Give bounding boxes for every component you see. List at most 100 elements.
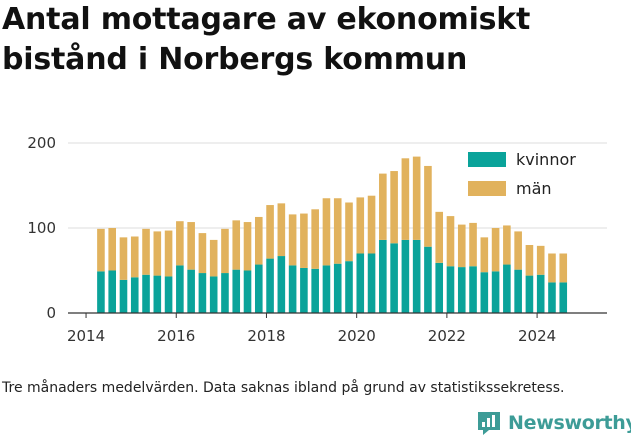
bar-man xyxy=(424,165,432,247)
bar-man xyxy=(187,222,195,270)
legend-label-man: män xyxy=(516,179,552,198)
bar-kvinnor xyxy=(559,282,568,313)
bar-kvinnor xyxy=(254,264,263,313)
x-tick-label: 2016 xyxy=(157,327,195,345)
bar-man xyxy=(221,228,229,274)
bar-kvinnor xyxy=(176,265,184,313)
axes: 0 100 200 2014 2016 2018 2020 2022 2024 xyxy=(27,134,607,345)
bar-man xyxy=(288,214,297,266)
bar-man xyxy=(142,228,150,275)
bar-kvinnor xyxy=(435,262,444,313)
bar-kvinnor xyxy=(401,239,410,313)
bar-kvinnor xyxy=(356,253,365,313)
bar-kvinnor xyxy=(345,261,353,313)
bar-man xyxy=(198,233,207,274)
bar-man xyxy=(232,220,241,270)
bar-kvinnor xyxy=(277,256,286,313)
bar-kvinnor xyxy=(322,265,331,313)
bar-kvinnor xyxy=(514,269,522,313)
x-tick-label: 2018 xyxy=(247,327,285,345)
bar-kvinnor xyxy=(412,239,421,313)
y-tick-label: 100 xyxy=(27,219,56,237)
bar-man xyxy=(108,228,116,271)
bar-kvinnor xyxy=(119,279,128,313)
bar-chart-badge-icon xyxy=(478,412,500,435)
y-tick-label: 0 xyxy=(46,304,56,322)
bar-man xyxy=(446,216,455,267)
bar-kvinnor xyxy=(503,264,511,313)
bar-man xyxy=(536,245,545,275)
bar-man xyxy=(333,198,342,264)
bar-kvinnor xyxy=(142,274,150,313)
bar-kvinnor xyxy=(198,273,207,313)
legend: kvinnor män xyxy=(468,150,576,198)
x-tick-label: 2022 xyxy=(428,327,466,345)
bar-man xyxy=(356,197,365,254)
chart-title: Antal mottagare av ekonomiskt bistånd i … xyxy=(2,0,627,80)
bar-kvinnor xyxy=(446,266,455,313)
bar-man xyxy=(469,222,477,267)
chart-caption: Tre månaders medelvärden. Data saknas ib… xyxy=(2,380,565,396)
bar-man xyxy=(435,211,444,263)
bar-man xyxy=(164,230,173,277)
bar-man xyxy=(97,228,105,272)
bar-man xyxy=(300,213,308,268)
bar-kvinnor xyxy=(164,276,173,313)
bar-man xyxy=(176,221,184,266)
bar-kvinnor xyxy=(379,239,387,313)
bar-kvinnor xyxy=(153,275,162,313)
bar-kvinnor xyxy=(457,267,466,313)
chart-title-line-2: bistånd i Norbergs kommun xyxy=(2,42,468,77)
bar-man xyxy=(367,195,376,254)
bar-kvinnor xyxy=(221,273,229,313)
bar-kvinnor xyxy=(288,265,297,313)
bar-man xyxy=(480,237,489,273)
x-tick-label: 2014 xyxy=(67,327,105,345)
bar-man xyxy=(322,198,331,266)
bar-man xyxy=(457,224,466,268)
bar-kvinnor xyxy=(491,271,500,313)
bar-kvinnor xyxy=(97,271,105,313)
bar-man xyxy=(559,253,568,283)
bar-kvinnor xyxy=(390,243,398,313)
bar-man xyxy=(491,228,500,272)
bar-kvinnor xyxy=(130,277,139,313)
bar-kvinnor xyxy=(333,263,342,313)
bar-kvinnor xyxy=(300,267,308,313)
bar-kvinnor xyxy=(187,269,195,313)
bar-kvinnor xyxy=(108,270,116,313)
bar-kvinnor xyxy=(469,266,477,313)
bar-man xyxy=(548,253,556,283)
bar-man xyxy=(209,239,218,277)
bar-man xyxy=(119,237,128,280)
legend-swatch-man xyxy=(468,181,506,196)
bar-man xyxy=(130,236,139,278)
x-tick-label: 2020 xyxy=(338,327,376,345)
bar-kvinnor xyxy=(311,268,319,313)
bar-man xyxy=(412,156,421,240)
bar-kvinnor xyxy=(209,276,218,313)
bar-kvinnor xyxy=(548,282,556,313)
bar-kvinnor xyxy=(525,275,534,313)
bar-man xyxy=(379,173,387,240)
newsworthy-logo: Newsworthy xyxy=(476,408,631,438)
chart-title-line-1: Antal mottagare av ekonomiskt xyxy=(2,2,531,37)
bar-kvinnor xyxy=(480,272,489,313)
stacked-bar-chart: 0 100 200 2014 2016 2018 2020 2022 2024 kvinnor m… xyxy=(27,134,607,345)
bar-man xyxy=(266,205,274,259)
y-tick-label: 200 xyxy=(27,134,56,152)
bar-kvinnor xyxy=(243,270,252,313)
bar-kvinnor xyxy=(232,269,241,313)
legend-swatch-kvinnor xyxy=(468,152,506,167)
bar-kvinnor xyxy=(424,246,432,313)
bar-man xyxy=(254,216,263,265)
bar-kvinnor xyxy=(266,258,274,313)
bar-kvinnor xyxy=(536,274,545,313)
bar-man xyxy=(525,245,534,276)
bar-man xyxy=(503,225,511,265)
bar-man xyxy=(153,231,162,276)
bar-man xyxy=(345,202,353,262)
legend-label-kvinnor: kvinnor xyxy=(516,150,576,169)
bar-man xyxy=(401,158,410,240)
bars xyxy=(97,156,568,313)
